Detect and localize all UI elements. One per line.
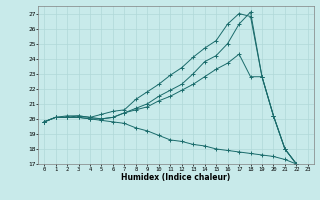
X-axis label: Humidex (Indice chaleur): Humidex (Indice chaleur) xyxy=(121,173,231,182)
